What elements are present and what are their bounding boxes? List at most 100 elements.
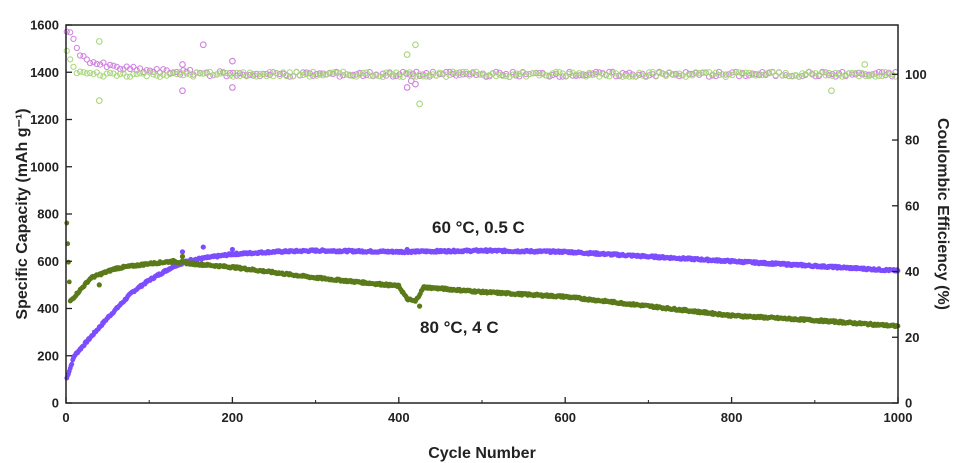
green-ce-point	[679, 72, 686, 79]
green-ce-point	[326, 69, 333, 76]
green-ce-point	[599, 70, 606, 78]
x-tick-label: 1000	[884, 410, 913, 425]
green-ce-point	[386, 70, 393, 77]
green-ce-point	[436, 69, 443, 76]
purple-ce-outlier-point	[179, 87, 186, 95]
green-ce-point	[676, 70, 683, 77]
green-ce-point	[83, 70, 90, 77]
green-ce-point	[183, 70, 190, 77]
purple-ce-point	[626, 69, 633, 76]
green-ce-point	[280, 69, 287, 76]
purple-ce-point	[463, 70, 470, 77]
y-left-tick-label: 1600	[30, 18, 59, 33]
purple-ce-point	[83, 56, 90, 63]
green-ce-point	[333, 69, 340, 76]
y-right-tick-label: 100	[905, 67, 927, 82]
x-axis-label: Cycle Number	[428, 445, 536, 462]
green-ce-point	[762, 70, 769, 77]
green-ce-point	[852, 70, 859, 77]
purple-ce-point	[97, 61, 104, 68]
purple-ce-point	[812, 73, 819, 80]
green-ce-point	[100, 73, 107, 80]
green-capacity-point	[64, 220, 70, 226]
green-ce-point	[97, 72, 104, 79]
purple-ce-point	[832, 73, 839, 80]
purple-ce-point	[722, 71, 729, 78]
purple-ce-point	[73, 44, 80, 52]
green-ce-point	[526, 71, 533, 78]
purple-ce-outlier-point	[229, 84, 236, 91]
purple-ce-point	[286, 73, 293, 80]
purple-ce-point	[359, 72, 367, 80]
y-left-tick-label: 1200	[30, 112, 59, 127]
y-left-tick-label: 800	[37, 207, 59, 222]
green-ce-outlier-point	[861, 61, 869, 68]
y-left-tick-label: 400	[37, 301, 59, 316]
purple-ce-outlier-point	[412, 80, 419, 88]
purple-ce-point	[536, 70, 543, 77]
green-ce-point	[153, 72, 160, 79]
purple-ce-point	[100, 59, 107, 66]
green-ce-point	[549, 70, 556, 77]
capacity-layer	[64, 220, 901, 381]
annotation-60c: 60 °C, 0.5 C	[432, 218, 525, 237]
green-ce-point	[446, 72, 453, 79]
purple-ce-point	[513, 72, 520, 79]
y-left-tick-label: 200	[37, 348, 59, 363]
x-tick-label: 0	[62, 410, 69, 425]
green-ce-point	[865, 73, 873, 80]
green-ce-point	[423, 73, 430, 80]
green-ce-point	[190, 73, 197, 80]
green-ce-point	[409, 73, 416, 80]
purple-ce-point	[276, 70, 283, 78]
purple-ce-point	[240, 71, 247, 78]
green-ce-point	[406, 69, 413, 76]
green-ce-point	[646, 69, 653, 76]
green-ce-point	[210, 72, 217, 79]
green-ce-point	[862, 73, 869, 80]
green-ce-point	[716, 71, 723, 79]
plot-frame	[65, 24, 899, 404]
purple-ce-point	[429, 68, 436, 76]
green-ce-point	[346, 71, 353, 78]
green-ce-point	[619, 73, 626, 80]
purple-ce-point	[799, 73, 806, 80]
green-ce-point	[519, 69, 526, 76]
purple-ce-point	[103, 63, 110, 71]
green-ce-point	[463, 68, 470, 76]
green-ce-point	[196, 70, 204, 77]
green-ce-point	[323, 71, 330, 78]
green-ce-point	[133, 70, 140, 78]
green-ce-point	[113, 72, 120, 79]
green-ce-point	[626, 73, 633, 80]
green-ce-point	[439, 70, 446, 77]
y-left-tick-label: 1000	[30, 159, 59, 174]
green-ce-point	[283, 72, 290, 80]
y-right-tick-label: 40	[905, 264, 919, 279]
green-ce-point	[330, 69, 337, 76]
green-ce-point	[313, 72, 320, 79]
green-ce-point	[193, 69, 200, 76]
green-ce-point	[746, 69, 753, 77]
green-ce-point	[566, 70, 573, 78]
green-ce-point	[150, 71, 157, 78]
green-ce-point	[320, 72, 327, 79]
green-ce-point	[146, 69, 154, 76]
purple-ce-point	[146, 67, 154, 74]
green-ce-point	[130, 71, 137, 78]
purple-ce-point	[130, 63, 137, 71]
purple-ce-point	[186, 66, 194, 74]
green-ce-point	[499, 72, 506, 80]
green-ce-point	[456, 71, 463, 79]
green-ce-point	[233, 69, 240, 76]
green-ce-point	[200, 70, 207, 77]
green-ce-point	[629, 73, 636, 80]
green-ce-point	[552, 68, 560, 76]
purple-ce-point	[393, 73, 400, 80]
green-ce-point	[393, 69, 400, 76]
green-ce-point	[419, 73, 426, 80]
green-ce-point	[203, 70, 210, 77]
purple-ce-point	[423, 70, 430, 77]
green-ce-point	[136, 70, 144, 77]
green-ce-point	[163, 72, 170, 79]
